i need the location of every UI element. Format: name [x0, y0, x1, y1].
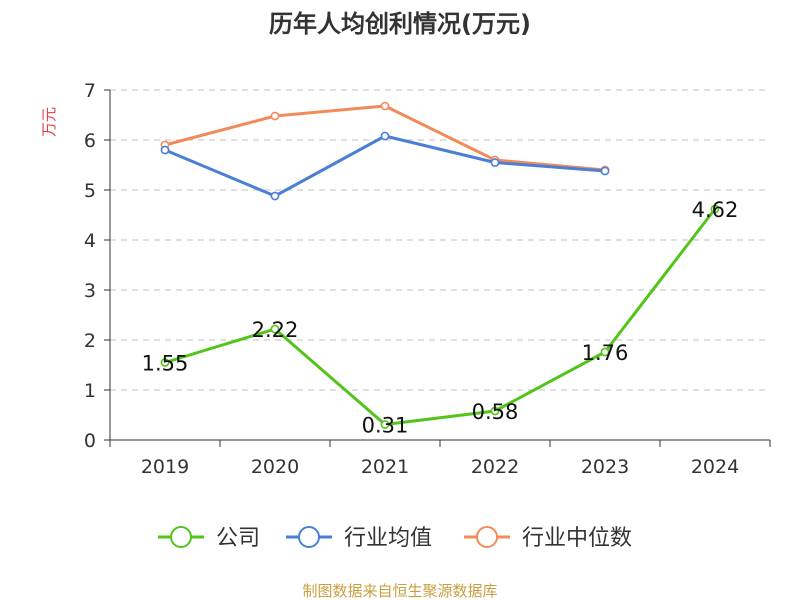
data-label: 2.22: [252, 318, 299, 342]
x-tick-label: 2021: [361, 456, 409, 478]
data-point: [160, 145, 170, 155]
legend-item-1[interactable]: 行业均值: [286, 526, 432, 551]
y-tick-label: 4: [84, 230, 96, 252]
data-label: 0.58: [472, 400, 519, 424]
y-tick-label: 7: [84, 80, 96, 102]
y-tick-label: 3: [84, 280, 96, 302]
legend-marker: [298, 526, 320, 548]
y-tick-label: 1: [84, 380, 96, 402]
data-point: [380, 420, 390, 429]
data-point: [270, 191, 280, 201]
legend[interactable]: 公司 行业均值 行业中位数: [158, 526, 632, 551]
legend-item-2[interactable]: 行业中位数: [464, 526, 632, 551]
chart-title: 历年人均创利情况(万元): [269, 10, 531, 38]
data-point: [380, 101, 390, 111]
legend-marker: [476, 526, 498, 548]
data-point: [270, 324, 280, 334]
legend-item-0[interactable]: 公司: [158, 526, 260, 551]
series-line-0: [164, 208, 717, 426]
data-point: [270, 111, 280, 121]
y-tick-label: 0: [84, 430, 96, 452]
data-point: [600, 347, 610, 357]
data-point: [490, 406, 500, 416]
y-tick-label: 2: [84, 330, 96, 352]
source-note: 制图数据来自恒生聚源数据库: [302, 582, 497, 600]
series-line-1: [164, 134, 606, 198]
x-tick-label: 2023: [581, 456, 629, 478]
data-point: [600, 166, 610, 176]
series-layer: [160, 101, 720, 429]
y-tick-label: 6: [84, 130, 96, 152]
data-point: [160, 358, 170, 367]
legend-label: 公司: [216, 526, 260, 551]
y-tick-label: 5: [84, 180, 96, 202]
legend-label: 行业均值: [344, 526, 432, 551]
data-label: 4.62: [692, 198, 739, 222]
grid-layer: [110, 89, 770, 391]
y-axis-label: 万元: [40, 107, 58, 137]
data-point: [710, 204, 720, 214]
legend-label: 行业中位数: [522, 526, 632, 551]
x-tick-label: 2024: [691, 456, 739, 478]
axis-layer: 0 1 2 3 4 5 6 7 2019 2020 2021 2022 2023 2024: [84, 80, 771, 478]
data-label: 1.55: [142, 352, 189, 376]
x-tick-label: 2019: [141, 456, 189, 478]
data-point: [490, 158, 500, 167]
legend-marker: [170, 526, 192, 548]
x-tick-label: 2022: [471, 456, 519, 478]
data-point: [380, 131, 390, 141]
data-label-layer: 1.55 2.22 0.31 0.58 1.76 4.62: [142, 198, 739, 438]
data-label: 1.76: [582, 341, 629, 365]
data-label: 0.31: [362, 414, 409, 438]
x-tick-label: 2020: [251, 456, 299, 478]
